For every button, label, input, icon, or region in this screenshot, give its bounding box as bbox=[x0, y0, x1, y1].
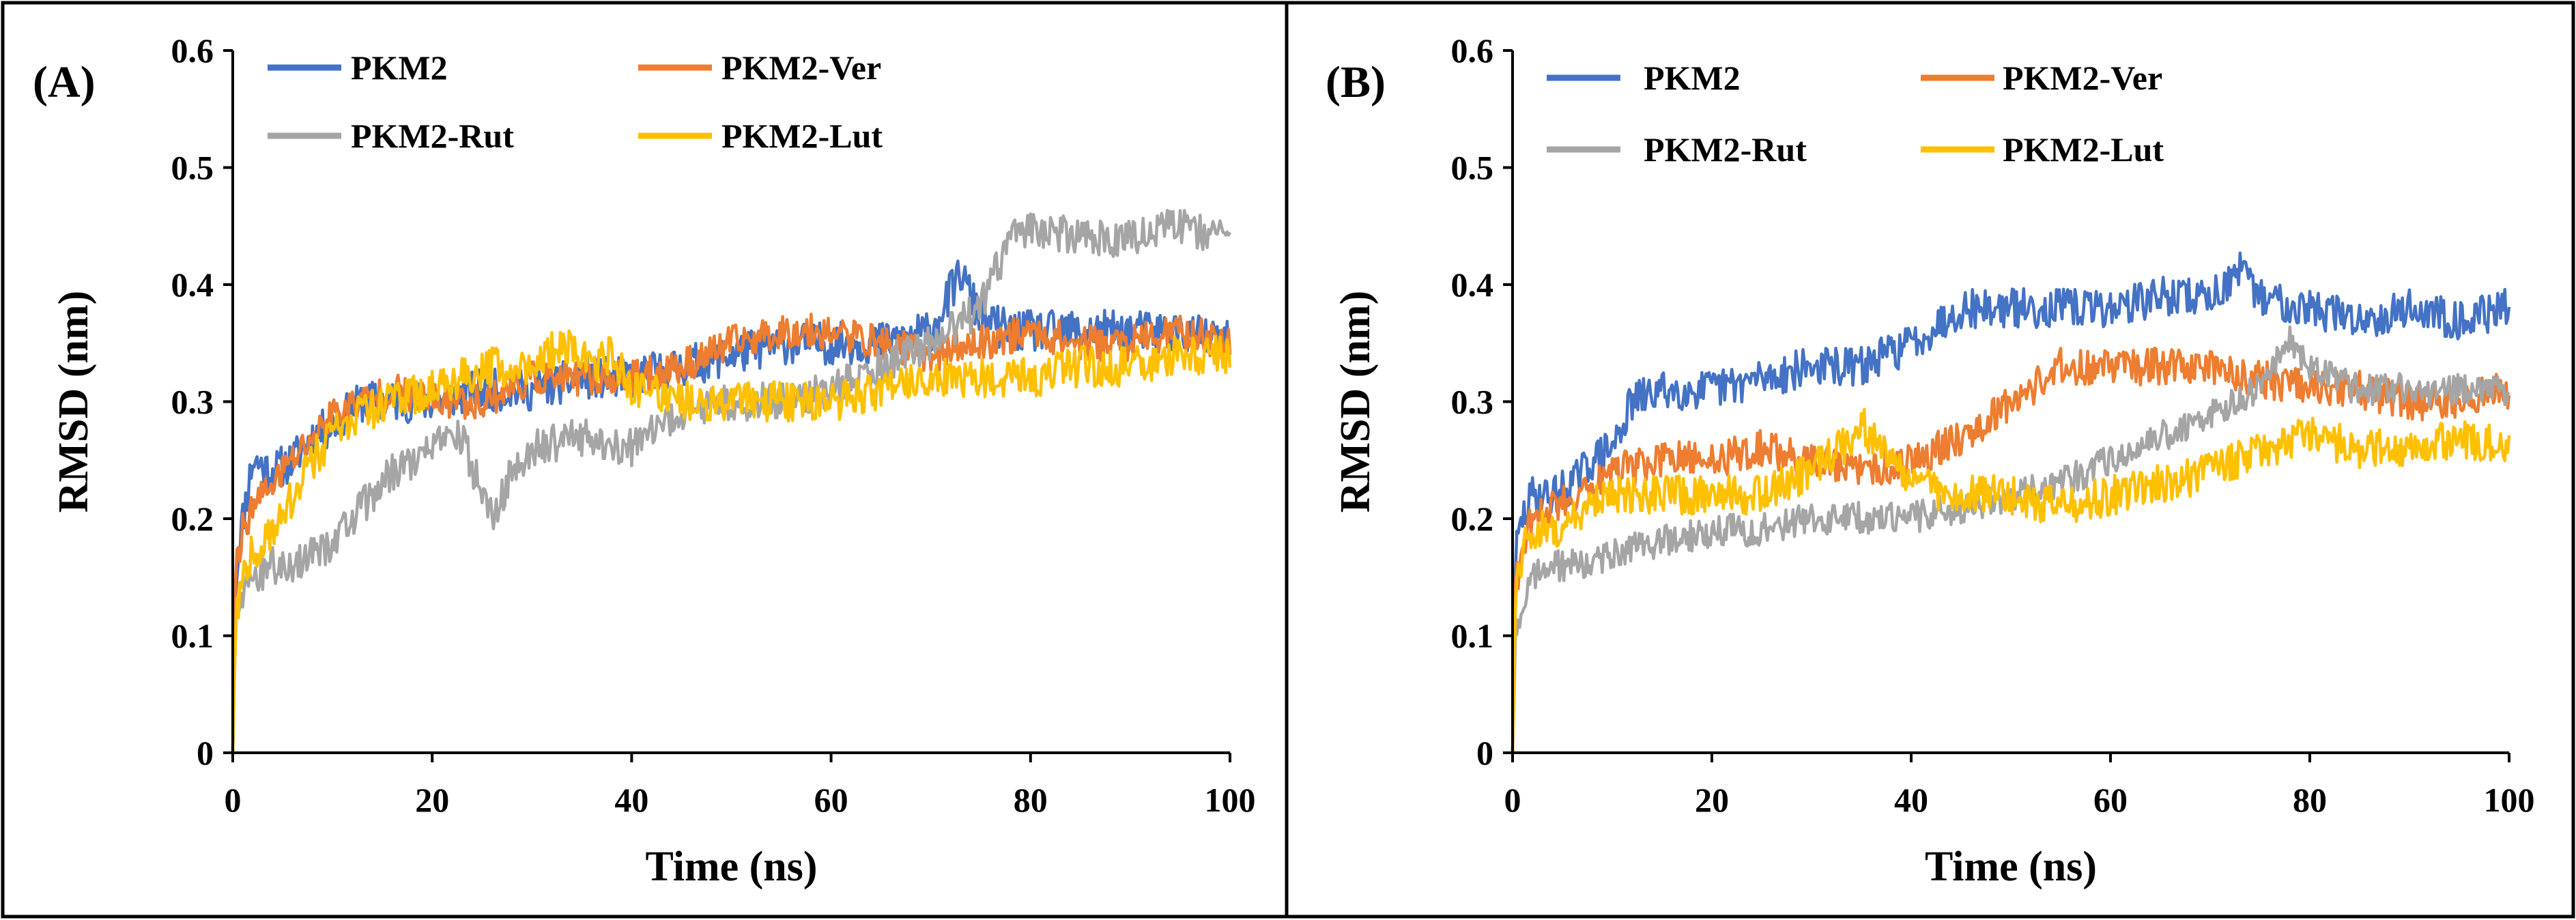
y-tick-label: 0.2 bbox=[1451, 500, 1494, 538]
legend-label-pkm2-ver: PKM2-Ver bbox=[721, 48, 881, 87]
series-line-pkm2-rut bbox=[1511, 325, 2510, 753]
series-line-pkm2 bbox=[1511, 251, 2511, 753]
x-axis-title: Time (ns) bbox=[645, 844, 817, 890]
x-tick-label: 80 bbox=[2293, 781, 2327, 819]
x-tick-label: 40 bbox=[1894, 781, 1928, 819]
legend-label-pkm2-lut: PKM2-Lut bbox=[2003, 130, 2164, 169]
legend-label-pkm2-rut: PKM2-Rut bbox=[1644, 130, 1807, 169]
x-tick-label: 100 bbox=[2484, 781, 2535, 819]
panel-label: (A) bbox=[33, 57, 96, 107]
y-tick-label: 0.5 bbox=[171, 149, 214, 187]
x-tick-label: 0 bbox=[1504, 781, 1521, 819]
x-tick-label: 20 bbox=[415, 781, 449, 819]
x-tick-label: 100 bbox=[1205, 781, 1256, 819]
y-tick-label: 0 bbox=[197, 734, 214, 772]
y-axis-title: RMSD (nm) bbox=[51, 291, 97, 513]
series-line-pkm2-rut bbox=[231, 208, 1232, 753]
x-tick-label: 60 bbox=[2093, 781, 2128, 819]
x-tick-label: 60 bbox=[814, 781, 848, 819]
x-tick-label: 40 bbox=[614, 781, 648, 819]
y-tick-label: 0.4 bbox=[1451, 265, 1494, 304]
y-tick-label: 0 bbox=[1476, 734, 1493, 772]
panel-label: (B) bbox=[1326, 57, 1386, 107]
y-tick-label: 0.4 bbox=[171, 265, 214, 304]
y-tick-label: 0.2 bbox=[171, 500, 214, 538]
y-tick-label: 0.1 bbox=[1451, 617, 1494, 655]
legend-label-pkm2-rut: PKM2-Rut bbox=[351, 117, 514, 155]
x-tick-label: 0 bbox=[225, 781, 242, 819]
panel-a: 0 0.1 0.2 0.3 0.4 0.5 0.6 0 20 40 60 80 100 RMSD (nm)… bbox=[33, 31, 1256, 890]
y-tick-label: 0.6 bbox=[1451, 31, 1494, 70]
legend-label-pkm2: PKM2 bbox=[351, 48, 448, 87]
legend-label-pkm2-lut: PKM2-Lut bbox=[721, 117, 883, 155]
series-line-pkm2-lut bbox=[231, 329, 1232, 753]
y-axis-title: RMSD (nm) bbox=[1332, 291, 1379, 513]
x-tick-label: 20 bbox=[1695, 781, 1729, 819]
y-tick-label: 0.6 bbox=[171, 31, 214, 70]
series-line-pkm2-ver bbox=[1511, 346, 2511, 753]
legend-label-pkm2-ver: PKM2-Ver bbox=[2003, 59, 2162, 97]
x-tick-label: 80 bbox=[1014, 781, 1048, 819]
legend-label-pkm2: PKM2 bbox=[1644, 59, 1741, 97]
y-tick-label: 0.3 bbox=[1451, 383, 1494, 421]
y-tick-label: 0.5 bbox=[1451, 149, 1494, 187]
x-axis-title: Time (ns) bbox=[1925, 844, 2097, 890]
panel-b: 0 0.1 0.2 0.3 0.4 0.5 0.6 0 20 40 60 80 100 RMSD (nm)… bbox=[1326, 31, 2535, 890]
y-tick-label: 0.1 bbox=[171, 617, 214, 655]
series-line-pkm2-lut bbox=[1511, 407, 2511, 753]
y-tick-label: 0.3 bbox=[171, 383, 214, 421]
panel-b-frame bbox=[1285, 1, 2575, 919]
